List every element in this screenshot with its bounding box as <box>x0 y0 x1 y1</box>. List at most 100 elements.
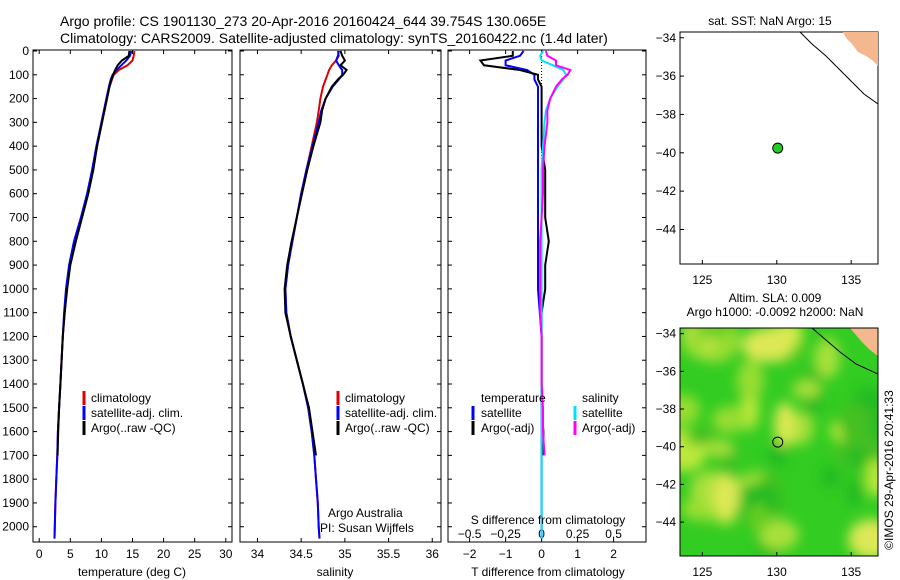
heatmap-blob <box>767 444 788 468</box>
heatmap-blob <box>847 447 867 469</box>
s-diff-tick-label: −0.5 <box>458 527 482 541</box>
legend-label-argo-2: Argo(..raw -QC) <box>345 421 430 435</box>
map-y-tick-label: −42 <box>656 477 677 491</box>
depth-tick-label: 500 <box>9 163 29 177</box>
heatmap-blob <box>735 483 780 516</box>
land-shape <box>843 32 878 66</box>
depth-tick-label: 2000 <box>2 520 29 534</box>
heatmap-blob <box>747 503 770 531</box>
legend-label-t-argo: Argo(-adj) <box>481 421 534 435</box>
x-tick-label: 34.5 <box>289 547 313 561</box>
s-diff-tick-label: −0.25 <box>490 527 521 541</box>
depth-tick-label: 700 <box>9 211 29 225</box>
heatmap-field <box>680 328 878 556</box>
depth-tick-label: 1000 <box>2 282 29 296</box>
salinity-legend: climatology satellite-adj. clim. Argo(..… <box>336 391 437 435</box>
x-tick-label: 2 <box>610 547 617 561</box>
map-y-tick-label: −34 <box>656 327 677 341</box>
copyright-text: ©IMOS 29-Apr-2016 20:41:33 <box>882 390 896 550</box>
map-y-tick-label: −34 <box>656 31 677 45</box>
profile-location-marker <box>772 436 784 448</box>
heatmap-blob <box>774 401 795 447</box>
legend-label-climatology-2: climatology <box>345 391 405 405</box>
map-y-tick-label: −44 <box>656 515 677 529</box>
sla-map-title-2: Argo h1000: -0.0092 h2000: NaN <box>687 305 864 319</box>
header-line-1: Argo profile: CS 1901130_273 20-Apr-2016… <box>60 13 546 29</box>
depth-tick-label: 1200 <box>2 329 29 343</box>
temperature-axis-label: temperature (deg C) <box>78 565 186 579</box>
profile-location-marker <box>772 142 784 154</box>
heatmap-blob <box>814 337 840 379</box>
map-x-tick-label: 125 <box>692 565 712 579</box>
heatmap-blob <box>848 519 878 556</box>
depth-tick-label: 1800 <box>2 472 29 486</box>
map-x-tick-label: 135 <box>841 273 861 287</box>
depth-tick-label: 1100 <box>3 306 29 320</box>
depth-tick-label: 600 <box>9 187 29 201</box>
sla-map-frame <box>679 327 879 557</box>
legend-label-temperature: temperature <box>481 391 546 405</box>
x-tick-label: 34 <box>251 547 265 561</box>
x-tick-label: 0 <box>36 547 43 561</box>
sla-map-markers <box>772 436 784 448</box>
map-y-tick-label: −38 <box>656 107 677 121</box>
series-line-temperature-satellite <box>504 50 543 539</box>
heatmap-blob <box>758 519 799 550</box>
sla-map-axes: 125 130 135 −34 −36 −38 −40 −42 −44 <box>656 327 862 579</box>
difference-depth-ticks <box>448 50 646 528</box>
sst-map-coast <box>799 32 878 105</box>
bathymetry-contour-2 <box>811 328 878 375</box>
depth-axis: 0 100 200 300 400 500 600 700 800 900 1000 1100 1200… <box>2 44 232 534</box>
t-difference-x-axis: −2 −1 0 1 2 <box>463 50 617 561</box>
legend-label-satellite: satellite-adj. clim. <box>91 406 183 420</box>
map-y-tick-label: −42 <box>656 184 677 198</box>
annotation-line-1: Argo Australia <box>328 506 403 520</box>
heatmap-blob <box>685 330 708 357</box>
salinity-x-axis: 34 34.5 35 35.5 36 <box>251 50 439 561</box>
legend-label-s-satellite: satellite <box>582 406 623 420</box>
depth-tick-label: 1400 <box>2 377 29 391</box>
map-y-tick-label: −38 <box>656 402 677 416</box>
header-line-2: Climatology: CARS2009. Satellite-adjuste… <box>60 30 608 46</box>
series-line-salinity-argo-adj- <box>539 50 572 456</box>
x-tick-label: 5 <box>67 547 74 561</box>
salinity-depth-ticks <box>240 50 441 528</box>
difference-series <box>478 50 572 542</box>
depth-tick-label: 1700 <box>2 448 29 462</box>
legend-label-climatology: climatology <box>91 391 151 405</box>
legend-label-s-argo: Argo(-adj) <box>582 421 635 435</box>
legend-label-t-satellite: satellite <box>481 406 522 420</box>
depth-tick-label: 200 <box>9 92 29 106</box>
x-tick-label: 35.5 <box>377 547 401 561</box>
s-diff-tick-label: 0.5 <box>605 527 622 541</box>
heatmap-blob <box>845 478 864 507</box>
s-difference-x-axis: −0.5−0.2500.250.5 <box>458 527 623 541</box>
salinity-axes-frame <box>239 49 442 543</box>
x-tick-label: −1 <box>499 547 513 561</box>
series-line-climatology <box>284 50 340 539</box>
legend-label-argo: Argo(..raw -QC) <box>91 421 176 435</box>
heatmap-blob <box>712 406 747 434</box>
difference-axes-frame <box>447 49 647 543</box>
x-tick-label: 35 <box>338 547 352 561</box>
map-x-tick-label: 135 <box>841 565 861 579</box>
map-y-tick-label: −44 <box>656 222 677 236</box>
heatmap-blob <box>686 428 718 446</box>
map-y-tick-label: −40 <box>656 440 677 454</box>
sla-map-title-1: Altim. SLA: 0.009 <box>729 291 822 305</box>
sla-map-panel: Altim. SLA: 0.009 Argo h1000: -0.0092 h2… <box>656 291 879 579</box>
heatmap-blob <box>680 394 700 426</box>
heatmap-blob <box>737 359 764 402</box>
x-tick-label: 30 <box>219 547 233 561</box>
x-tick-label: 1 <box>574 547 581 561</box>
sst-map-markers <box>772 142 784 154</box>
heatmap-blob <box>865 459 878 497</box>
bathymetry-contour <box>799 32 878 105</box>
difference-legend: temperature satellite Argo(-adj) salinit… <box>471 391 635 435</box>
temperature-series <box>53 50 136 539</box>
temperature-legend: climatology satellite-adj. clim. Argo(..… <box>82 391 183 435</box>
map-y-tick-label: −36 <box>656 364 677 378</box>
depth-tick-label: 800 <box>9 234 29 248</box>
map-x-tick-label: 125 <box>692 273 712 287</box>
